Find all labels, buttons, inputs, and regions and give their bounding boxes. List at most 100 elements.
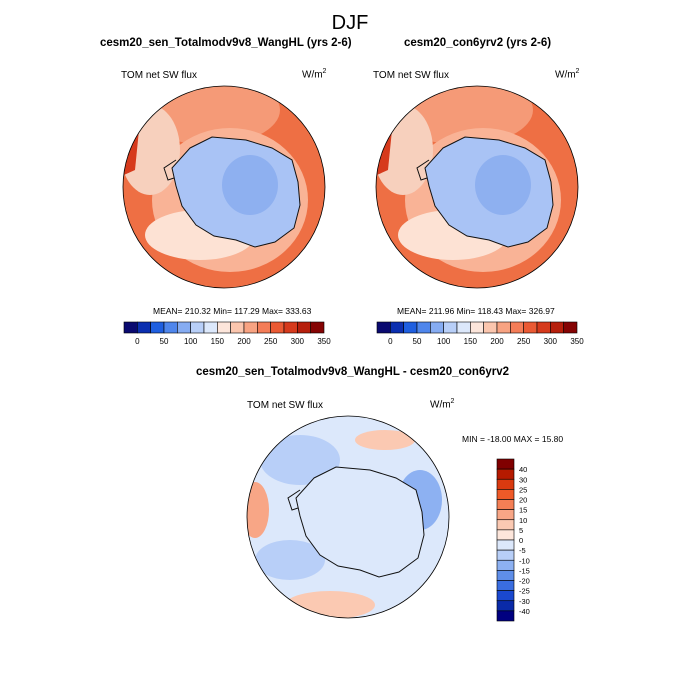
colorbar-2-swatch: [470, 321, 484, 334]
colorbar-1-swatch: [137, 321, 151, 334]
colorbar-1-tick-label: 0: [135, 337, 140, 346]
colorbar-1-swatch: [203, 321, 218, 334]
colorbar-3-tick-label: -20: [519, 577, 530, 586]
colorbar-3-swatch: [496, 570, 515, 581]
colorbar-1-tick-label: 150: [211, 337, 225, 346]
colorbar-2-tick-label: 200: [490, 337, 504, 346]
colorbar-1-swatch: [150, 321, 165, 334]
colorbar-3-swatch: [496, 499, 515, 510]
map-3-boundary: [246, 415, 450, 619]
colorbar-1-tick-label: 200: [237, 337, 251, 346]
colorbar-3-swatch: [496, 590, 515, 602]
colorbar-2-swatch: [443, 321, 458, 334]
colorbar-3-swatch: [496, 600, 515, 612]
colorbar-3-tick-label: 0: [519, 536, 523, 545]
colorbar-3-swatch: [496, 559, 515, 571]
panel-3-stats: MIN = -18.00 MAX = 15.80: [462, 434, 564, 444]
colorbar-2-swatch: [416, 321, 431, 334]
colorbar-1-tick-label: 350: [317, 337, 331, 346]
colorbar-1-swatch: [177, 321, 191, 334]
colorbar-3-swatch: [496, 478, 515, 490]
colorbar-1-swatch: [243, 321, 258, 334]
colorbar-2-swatch: [563, 321, 578, 334]
colorbar-1-swatch: [163, 321, 178, 334]
colorbar-1-swatch: [230, 321, 245, 334]
panel-3-variable-label: TOM net SW flux: [247, 400, 323, 411]
panel-2-stats: MEAN= 211.96 Min= 118.43 Max= 326.97: [397, 306, 555, 316]
colorbar-3-swatch: [496, 539, 515, 551]
map-3-neg-patch-c: [255, 540, 325, 580]
colorbar-3-tick-label: 40: [519, 465, 527, 474]
colorbar-2-swatch: [510, 321, 524, 334]
colorbar-3-tick-label: 25: [519, 485, 527, 494]
colorbar-2-swatch: [550, 321, 564, 334]
colorbar-3-swatch: [496, 610, 515, 622]
panel-3-title: cesm20_sen_Totalmodv9v8_WangHL - cesm20_…: [196, 366, 509, 378]
colorbar-2-tick-label: 300: [544, 337, 558, 346]
colorbar-1-swatch: [283, 321, 298, 334]
panel-1-title: cesm20_sen_Totalmodv9v8_WangHL (yrs 2-6): [100, 37, 352, 49]
panel-2-units: W/m2: [555, 68, 580, 81]
colorbar-3-swatch: [496, 458, 515, 470]
colorbar-2-swatch: [403, 321, 418, 334]
map-2-boundary: [375, 85, 579, 289]
colorbar-1-swatch: [190, 321, 205, 334]
colorbar-2-tick-label: 150: [464, 337, 478, 346]
colorbar-2-swatch: [456, 321, 471, 334]
colorbar-1-swatch: [270, 321, 285, 334]
colorbar-2-swatch: [390, 321, 404, 334]
colorbar-2-swatch: [430, 321, 444, 334]
panel-2-variable-label: TOM net SW flux: [373, 70, 449, 81]
colorbar-3-swatch: [496, 468, 515, 480]
colorbar-3-tick-label: 5: [519, 526, 523, 535]
colorbar-panel-2: 0 50 100 150 200 250 300 350: [376, 321, 584, 346]
panel-1-stats: MEAN= 210.32 Min= 117.29 Max= 333.63: [153, 306, 312, 316]
colorbar-3-tick-label: -25: [519, 587, 530, 596]
colorbar-1-swatch: [297, 321, 311, 334]
map-panel-3: [247, 416, 449, 618]
colorbar-2-tick-label: 0: [388, 337, 393, 346]
colorbar-2-tick-label: 250: [517, 337, 531, 346]
colorbar-2-swatch: [523, 321, 538, 334]
map-1-boundary: [122, 85, 326, 289]
colorbar-3-tick-label: -10: [519, 556, 530, 565]
colorbar-2-tick-label: 100: [437, 337, 451, 346]
map-2-peninsula: [416, 159, 430, 181]
colorbar-3-tick-label: -15: [519, 566, 530, 575]
colorbar-3-swatch: [496, 549, 515, 561]
panel-1-units: W/m2: [302, 68, 327, 81]
colorbar-1-swatch: [123, 321, 138, 334]
colorbar-2-swatch: [376, 321, 391, 334]
colorbar-2-tick-label: 50: [413, 337, 422, 346]
colorbar-3-swatch: [496, 519, 515, 531]
panel-3-units: W/m2: [430, 398, 455, 411]
colorbar-3-tick-label: -5: [519, 546, 526, 555]
colorbar-3-tick-label: -40: [519, 607, 530, 616]
map-3-pos-patch-c: [355, 430, 415, 450]
map-1-plateau: [222, 155, 278, 215]
map-1-peninsula: [163, 159, 177, 181]
map-3-peninsula: [287, 489, 301, 511]
colorbar-2-swatch: [496, 321, 511, 334]
colorbar-1-swatch: [217, 321, 231, 334]
colorbar-3-swatch: [496, 529, 515, 541]
panel-2-title: cesm20_con6yrv2 (yrs 2-6): [404, 37, 552, 49]
map-3-neg-patch-a: [260, 435, 340, 485]
colorbar-1-tick-label: 100: [184, 337, 198, 346]
colorbar-3-tick-label: 20: [519, 496, 527, 505]
colorbar-3-tick-label: 30: [519, 475, 527, 484]
colorbar-1-tick-label: 250: [264, 337, 278, 346]
colorbar-1-tick-label: 50: [160, 337, 169, 346]
map-2-plateau: [475, 155, 531, 215]
map-3-pos-patch-a: [247, 482, 269, 538]
colorbar-3-tick-label: 10: [519, 516, 527, 525]
map-3-antarctica-outline: [295, 466, 425, 578]
panel-1-variable-label: TOM net SW flux: [121, 70, 197, 81]
colorbar-panel-1: 0 50 100 150 200 250 300 350: [123, 321, 331, 346]
colorbar-1-swatch: [257, 321, 271, 334]
colorbar-3-swatch: [496, 509, 515, 521]
colorbar-2-swatch: [536, 321, 551, 334]
colorbar-1-swatch: [310, 321, 325, 334]
colorbar-3-tick-label: 15: [519, 506, 527, 515]
